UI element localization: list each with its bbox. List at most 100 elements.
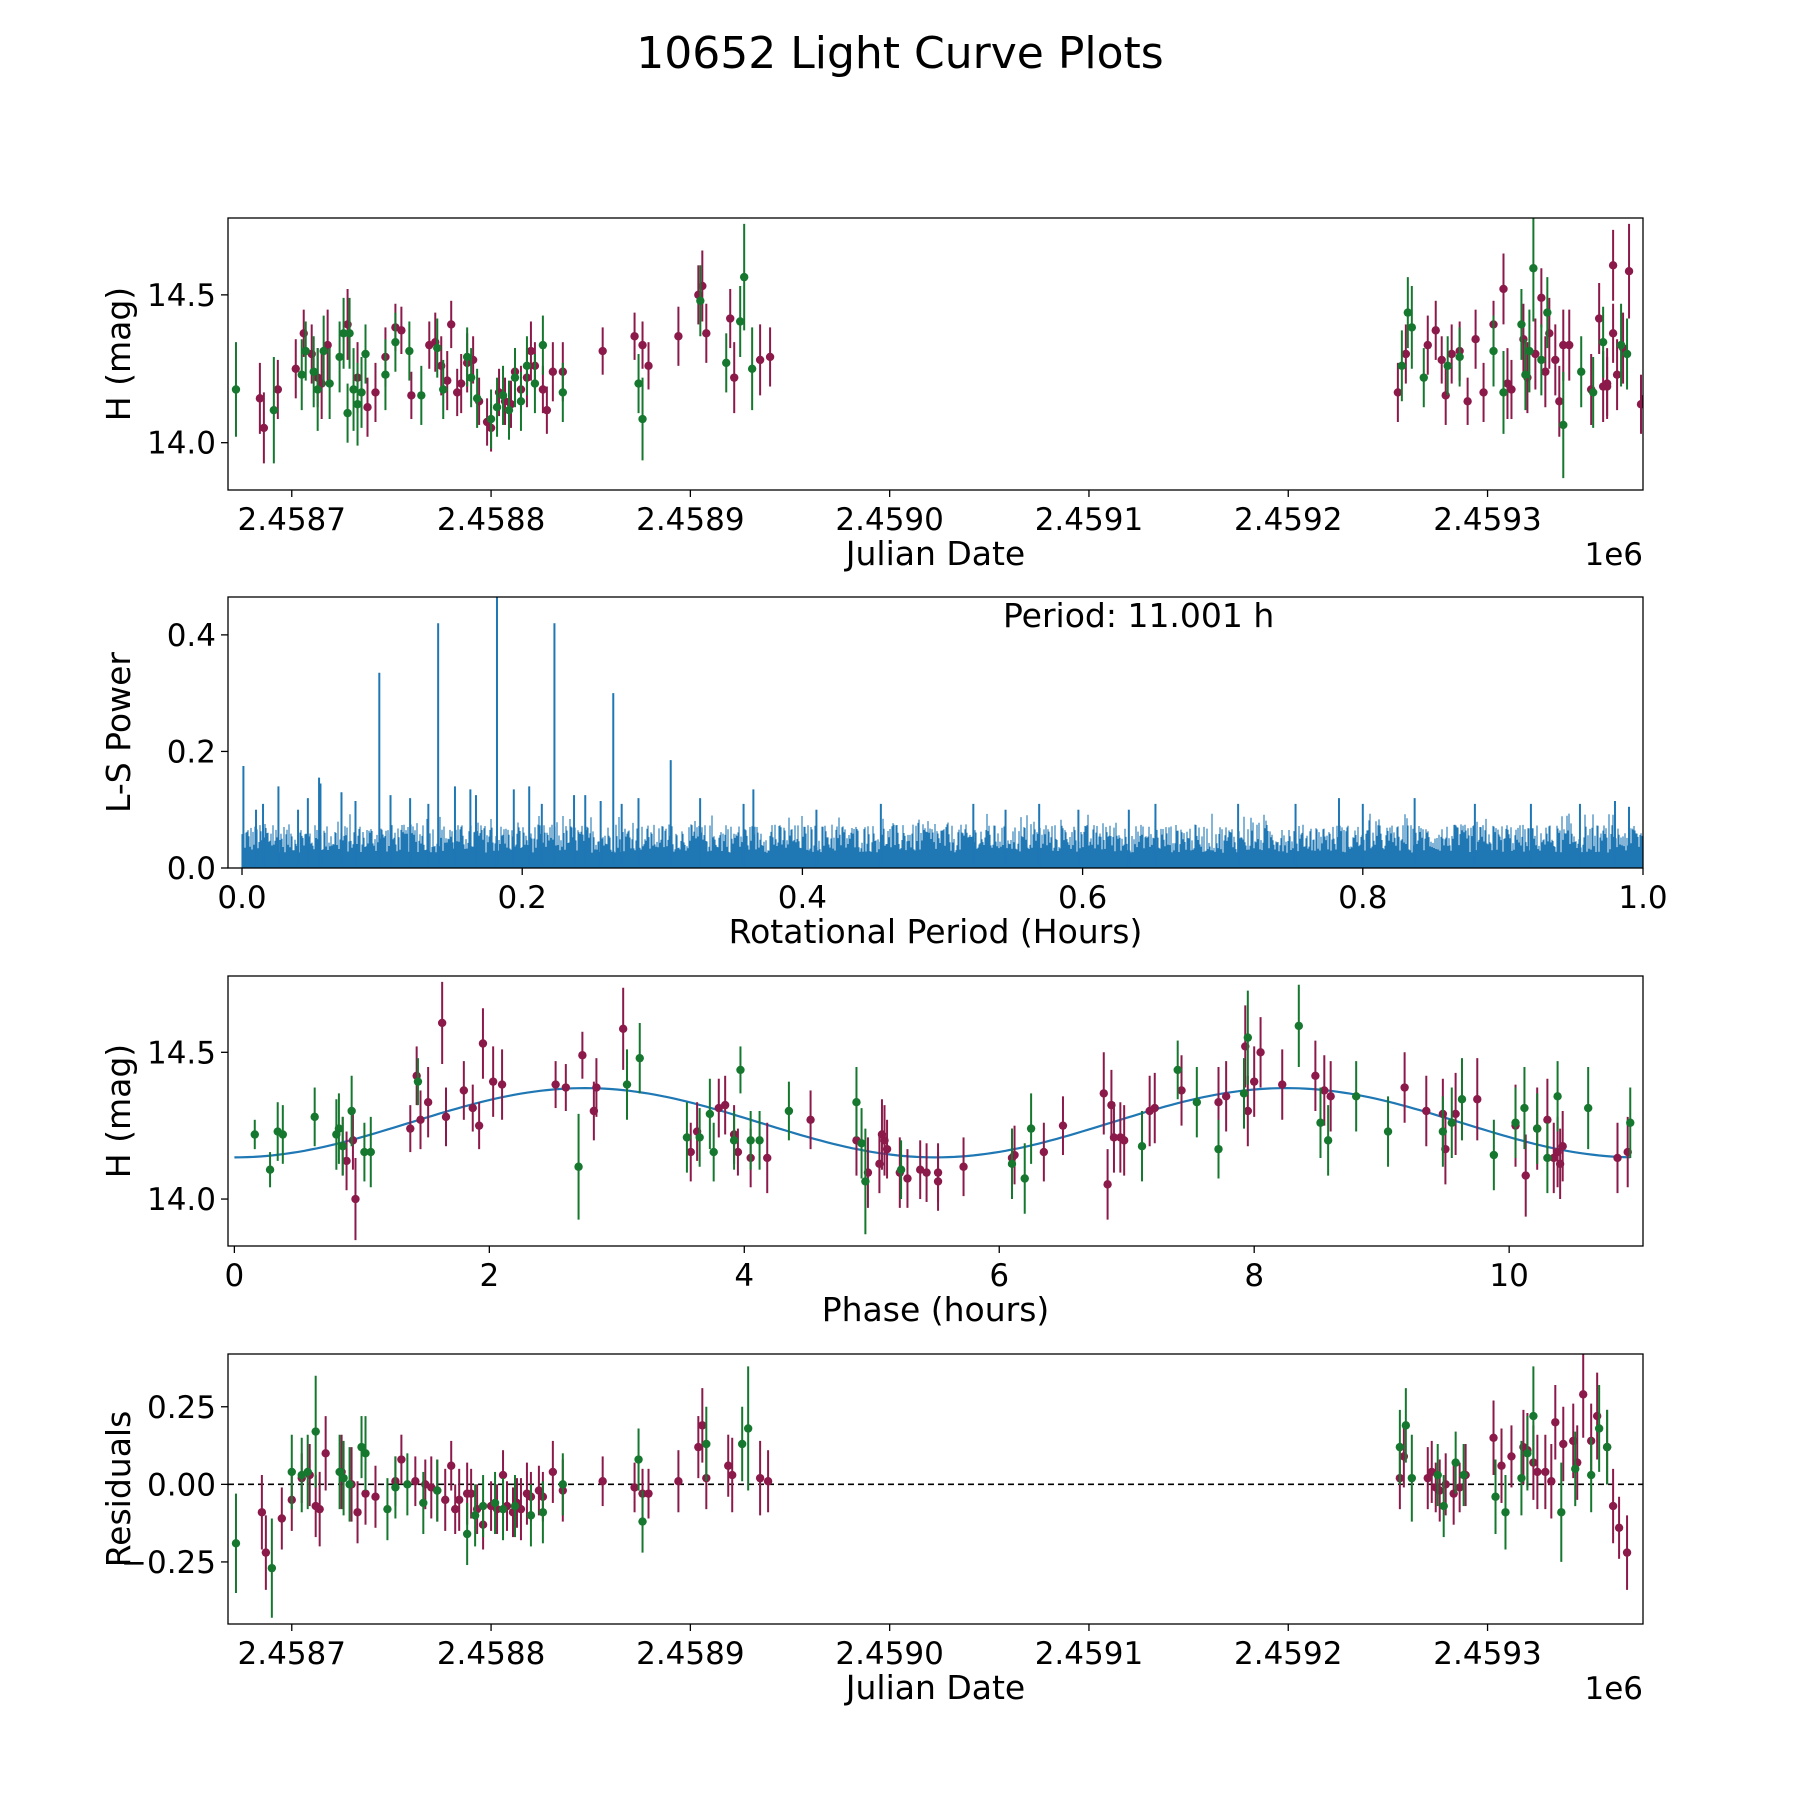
data-point	[702, 1439, 711, 1449]
data-point	[1624, 267, 1634, 276]
data-point	[735, 317, 745, 326]
data-point	[1608, 261, 1618, 270]
x-axis-label: Julian Date	[844, 534, 1026, 573]
data-point	[1553, 1092, 1562, 1101]
data-point	[674, 332, 683, 341]
data-point	[1557, 1508, 1566, 1517]
data-point	[1383, 1127, 1393, 1136]
data-point	[490, 1498, 500, 1508]
data-point	[391, 1483, 400, 1492]
series-filter-a	[257, 1354, 1632, 1590]
data-point	[1521, 370, 1530, 379]
data-point	[1447, 1118, 1456, 1127]
data-point	[416, 1115, 425, 1125]
data-point	[1529, 1411, 1538, 1421]
phase-folded-frame	[227, 975, 1644, 1247]
data-point	[397, 1455, 406, 1464]
data-point	[277, 1514, 287, 1523]
data-point	[1594, 1424, 1604, 1433]
series-filter-a	[338, 981, 1632, 1241]
data-point	[1437, 355, 1446, 365]
data-point	[1407, 323, 1417, 332]
data-point	[737, 1439, 747, 1449]
data-point	[765, 352, 775, 362]
data-point	[578, 1051, 587, 1060]
data-point	[1221, 1092, 1231, 1101]
data-point	[1501, 1508, 1510, 1517]
data-point	[1583, 1103, 1593, 1113]
data-point	[1588, 388, 1598, 397]
data-point	[542, 405, 552, 415]
data-point	[1541, 1467, 1550, 1477]
data-point	[405, 346, 414, 356]
data-point	[755, 1473, 765, 1483]
model-fit-curve	[234, 1086, 1631, 1159]
data-point	[1555, 397, 1564, 406]
data-point	[433, 1486, 442, 1495]
data-point	[462, 1529, 472, 1539]
data-point	[1401, 1421, 1411, 1430]
data-point	[325, 379, 334, 388]
data-point	[1517, 320, 1526, 329]
data-point	[1579, 1390, 1588, 1399]
data-point	[630, 332, 639, 341]
data-point	[1543, 1115, 1552, 1125]
data-point	[498, 1504, 508, 1514]
data-point	[1397, 361, 1407, 371]
data-point	[558, 388, 568, 397]
x-tick-label: 1.0	[1618, 880, 1667, 916]
data-point	[1532, 1124, 1542, 1133]
data-point	[861, 1177, 870, 1186]
x-tick-label: 2.4592	[1234, 1636, 1342, 1672]
data-point	[265, 1165, 275, 1174]
data-point	[1541, 367, 1550, 376]
data-point	[1612, 370, 1622, 379]
data-point	[724, 1461, 733, 1470]
data-point	[1407, 1473, 1417, 1483]
data-point	[1447, 349, 1456, 359]
data-point	[498, 1470, 508, 1480]
x-tick-label: 6	[989, 1258, 1009, 1294]
data-point	[1497, 1461, 1506, 1470]
data-point	[504, 405, 514, 415]
data-point	[413, 1077, 423, 1086]
x-tick-label: 2.4587	[238, 1636, 346, 1672]
x-axis-label: Rotational Period (Hours)	[729, 912, 1143, 951]
data-point	[1058, 1121, 1068, 1130]
data-point	[574, 1162, 583, 1171]
x-axis-label: Phase (hours)	[822, 1290, 1050, 1329]
data-point	[1503, 379, 1512, 388]
data-point	[526, 1511, 536, 1520]
data-point	[1533, 1467, 1542, 1477]
periodogram-plot-area	[241, 597, 1643, 868]
data-point	[468, 1103, 477, 1113]
data-point	[492, 403, 502, 412]
y-tick-label: 0.25	[147, 1390, 216, 1426]
data-point	[1616, 340, 1626, 350]
data-point	[339, 329, 348, 338]
data-point	[1547, 1477, 1556, 1486]
data-point	[1039, 1147, 1049, 1157]
x-tick-label: 4	[734, 1258, 754, 1294]
data-point	[1602, 1442, 1612, 1452]
x-tick-label: 2.4592	[1234, 502, 1342, 538]
data-point	[406, 1124, 415, 1133]
data-point	[1608, 329, 1618, 338]
series-filter-b	[250, 984, 1635, 1235]
y-tick-label: 14.0	[147, 426, 216, 462]
data-point	[516, 397, 526, 406]
data-point	[695, 1133, 704, 1142]
data-point	[728, 1470, 737, 1480]
data-point	[1020, 1174, 1029, 1183]
data-point	[916, 1165, 925, 1174]
data-point	[311, 1427, 320, 1436]
data-point	[1577, 367, 1586, 376]
data-point	[882, 1144, 892, 1154]
data-point	[1393, 388, 1403, 397]
data-point	[447, 1461, 456, 1470]
data-point	[1320, 1086, 1329, 1095]
data-point	[497, 1080, 507, 1089]
data-point	[278, 1130, 288, 1139]
data-point	[922, 1168, 931, 1177]
data-point	[1137, 1142, 1147, 1151]
